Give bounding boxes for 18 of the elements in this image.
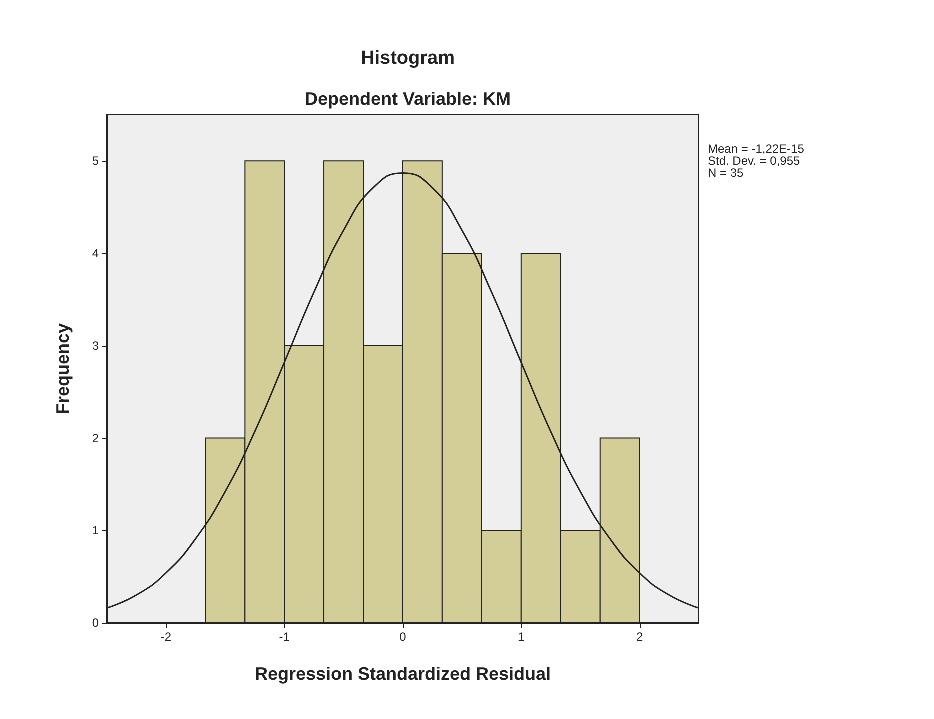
y-tick-label: 4 bbox=[92, 246, 100, 261]
y-tick-label: 3 bbox=[92, 338, 100, 353]
x-tick-label: 1 bbox=[518, 630, 526, 644]
y-tick-label: 5 bbox=[92, 154, 100, 168]
y-axis-title: Frequency bbox=[53, 323, 73, 415]
y-tick-label: 0 bbox=[92, 616, 100, 630]
text: Mean = -1,22E-15 bbox=[708, 142, 805, 156]
text: Std. Dev. = 0,955 bbox=[708, 154, 800, 168]
x-tick-label: 2 bbox=[636, 630, 644, 644]
y-tick-label: 2 bbox=[92, 431, 100, 446]
chart-title: Histogram bbox=[361, 48, 455, 69]
x-tick-label: -1 bbox=[279, 630, 290, 644]
chart-subtitle: Dependent Variable: KM bbox=[304, 89, 512, 109]
x-tick-label: -2 bbox=[160, 630, 172, 644]
x-axis-title: Regression Standardized Residual bbox=[254, 664, 552, 684]
text: N = 35 bbox=[708, 166, 744, 180]
x-tick-label: 0 bbox=[400, 630, 407, 644]
y-tick-label: 1 bbox=[92, 524, 100, 538]
